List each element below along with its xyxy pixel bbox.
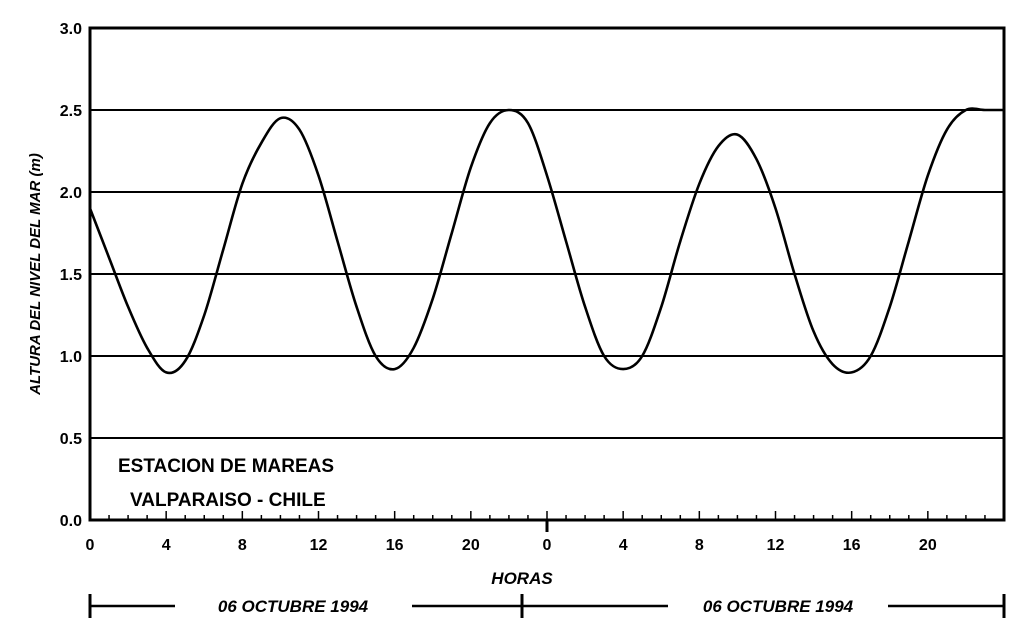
x-tick-label: 0: [543, 537, 552, 554]
x-tick-label: 16: [843, 537, 861, 554]
x-tick-label: 4: [162, 537, 171, 554]
x-tick-label: 20: [919, 537, 937, 554]
y-tick-label: 0.5: [60, 431, 82, 448]
x-tick-label: 4: [619, 537, 628, 554]
x-tick-label: 0: [86, 537, 95, 554]
y-tick-label: 2.5: [60, 103, 82, 120]
x-tick-label: 8: [695, 537, 704, 554]
sea-level-series-line: [88, 107, 1004, 375]
station-annotation-line-1: ESTACION DE MAREAS: [118, 456, 334, 477]
grid-lines: [89, 109, 1005, 520]
y-tick-label: 0.0: [60, 513, 82, 530]
y-tick-label: 3.0: [60, 21, 82, 38]
x-tick-labels: 0 4 8 12 16 20 0 4 8 12 16 20: [86, 537, 937, 554]
station-annotation-line-2: VALPARAISO - CHILE: [130, 490, 326, 511]
y-tick-label: 1.5: [60, 267, 82, 284]
date-label-2: 06 OCTUBRE 1994: [703, 597, 854, 616]
y-tick-label: 2.0: [60, 185, 82, 202]
x-axis-label: HORAS: [491, 569, 553, 588]
x-tick-label: 12: [767, 537, 785, 554]
date-label-1: 06 OCTUBRE 1994: [218, 597, 369, 616]
x-tick-label: 12: [310, 537, 328, 554]
x-tick-label: 16: [386, 537, 404, 554]
y-tick-label: 1.0: [60, 349, 82, 366]
y-tick-labels: 0.0 0.5 1.0 1.5 2.0 2.5 3.0: [60, 21, 82, 530]
date-range-bar: 06 OCTUBRE 1994 06 OCTUBRE 1994: [88, 594, 1006, 618]
x-tick-label: 8: [238, 537, 247, 554]
series-layer: [88, 107, 1004, 375]
x-tick-label: 20: [462, 537, 480, 554]
y-axis-label: ALTURA DEL NIVEL DEL MAR (m): [27, 153, 44, 396]
